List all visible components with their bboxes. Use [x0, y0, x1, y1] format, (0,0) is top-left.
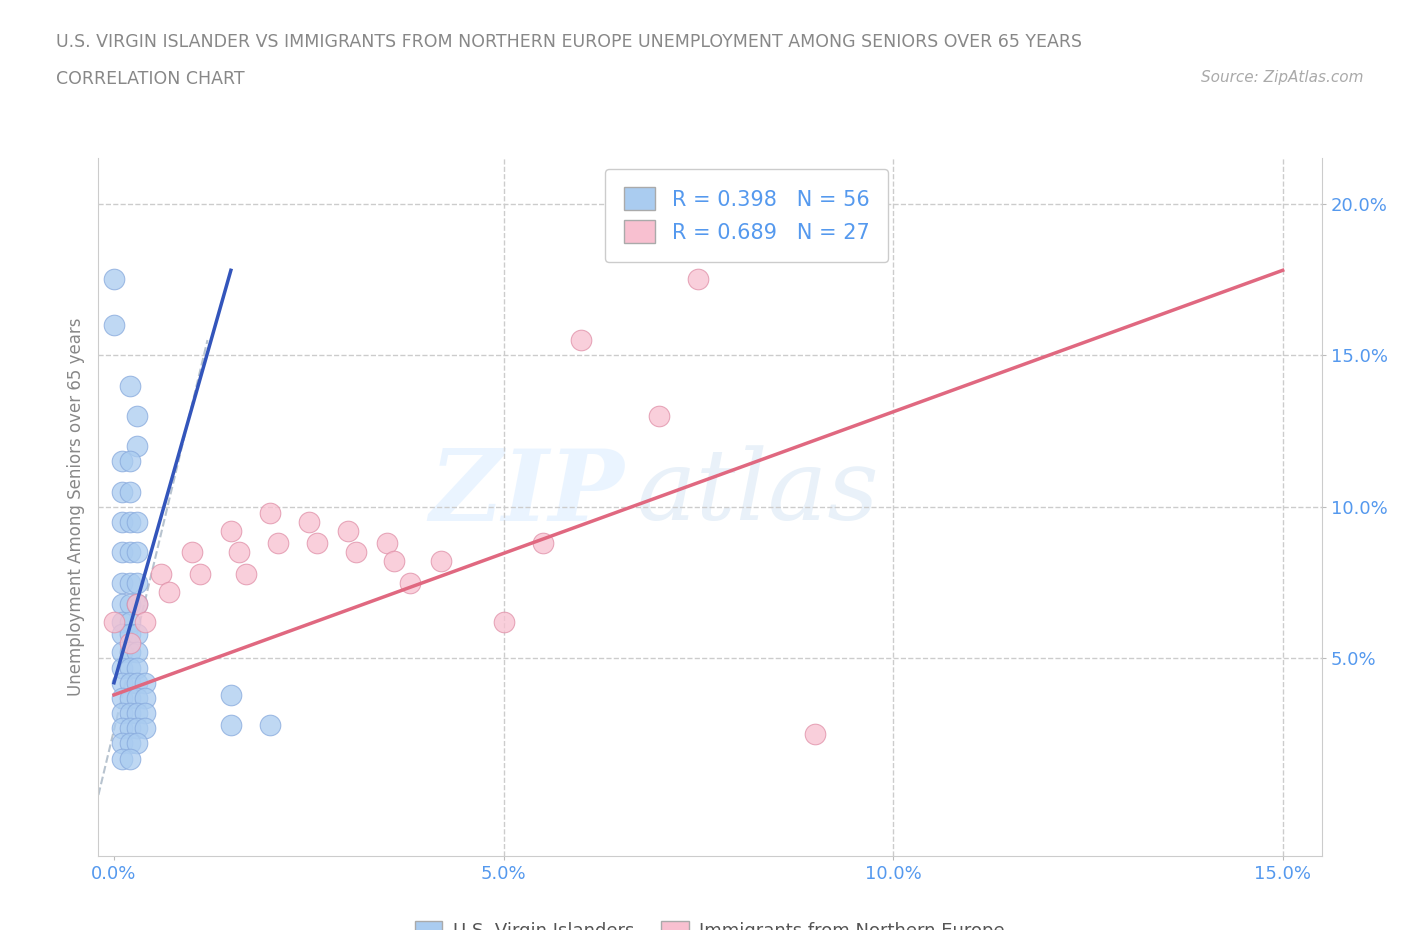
Point	[134, 721, 156, 736]
Point	[111, 690, 134, 705]
Point	[188, 566, 211, 581]
Point	[111, 706, 134, 721]
Point	[134, 675, 156, 690]
Point	[118, 636, 141, 651]
Point	[127, 545, 149, 560]
Point	[127, 627, 149, 642]
Point	[127, 645, 149, 660]
Point	[134, 706, 156, 721]
Point	[118, 576, 141, 591]
Point	[118, 721, 141, 736]
Point	[118, 660, 141, 675]
Text: Source: ZipAtlas.com: Source: ZipAtlas.com	[1201, 70, 1364, 85]
Point	[305, 536, 328, 551]
Point	[111, 721, 134, 736]
Text: ZIP: ZIP	[429, 445, 624, 541]
Point	[531, 536, 554, 551]
Point	[127, 596, 149, 611]
Point	[118, 675, 141, 690]
Text: atlas: atlas	[637, 445, 879, 540]
Point	[118, 706, 141, 721]
Point	[266, 536, 288, 551]
Point	[103, 272, 125, 286]
Point	[259, 506, 281, 521]
Point	[118, 751, 141, 766]
Point	[103, 317, 125, 332]
Point	[399, 576, 422, 591]
Point	[118, 514, 141, 529]
Point	[127, 690, 149, 705]
Point	[375, 536, 398, 551]
Point	[127, 736, 149, 751]
Point	[430, 554, 453, 569]
Point	[235, 566, 257, 581]
Point	[118, 454, 141, 469]
Text: CORRELATION CHART: CORRELATION CHART	[56, 70, 245, 87]
Point	[157, 584, 180, 599]
Point	[298, 514, 321, 529]
Point	[111, 675, 134, 690]
Point	[111, 627, 134, 642]
Point	[344, 545, 367, 560]
Point	[111, 645, 134, 660]
Point	[118, 690, 141, 705]
Point	[118, 596, 141, 611]
Point	[228, 545, 250, 560]
Point	[384, 554, 406, 569]
Point	[118, 545, 141, 560]
Point	[111, 751, 134, 766]
Point	[149, 566, 172, 581]
Point	[118, 485, 141, 499]
Point	[648, 408, 671, 423]
Point	[111, 660, 134, 675]
Legend: U.S. Virgin Islanders, Immigrants from Northern Europe: U.S. Virgin Islanders, Immigrants from N…	[408, 913, 1012, 930]
Point	[111, 485, 134, 499]
Point	[219, 524, 242, 538]
Point	[492, 615, 515, 630]
Point	[134, 615, 156, 630]
Point	[134, 690, 156, 705]
Point	[118, 627, 141, 642]
Point	[118, 615, 141, 630]
Point	[111, 615, 134, 630]
Point	[127, 721, 149, 736]
Point	[118, 645, 141, 660]
Point	[127, 408, 149, 423]
Point	[127, 706, 149, 721]
Point	[111, 514, 134, 529]
Point	[103, 615, 125, 630]
Point	[804, 727, 827, 742]
Point	[111, 576, 134, 591]
Point	[127, 514, 149, 529]
Point	[127, 675, 149, 690]
Point	[127, 439, 149, 454]
Point	[336, 524, 359, 538]
Point	[571, 333, 593, 348]
Point	[180, 545, 202, 560]
Point	[259, 718, 281, 733]
Point	[219, 687, 242, 702]
Point	[688, 272, 710, 286]
Point	[127, 576, 149, 591]
Point	[127, 660, 149, 675]
Point	[219, 718, 242, 733]
Text: U.S. VIRGIN ISLANDER VS IMMIGRANTS FROM NORTHERN EUROPE UNEMPLOYMENT AMONG SENIO: U.S. VIRGIN ISLANDER VS IMMIGRANTS FROM …	[56, 33, 1083, 50]
Point	[127, 596, 149, 611]
Point	[111, 736, 134, 751]
Point	[111, 545, 134, 560]
Y-axis label: Unemployment Among Seniors over 65 years: Unemployment Among Seniors over 65 years	[66, 318, 84, 696]
Point	[118, 379, 141, 393]
Point	[111, 596, 134, 611]
Point	[111, 454, 134, 469]
Point	[118, 736, 141, 751]
